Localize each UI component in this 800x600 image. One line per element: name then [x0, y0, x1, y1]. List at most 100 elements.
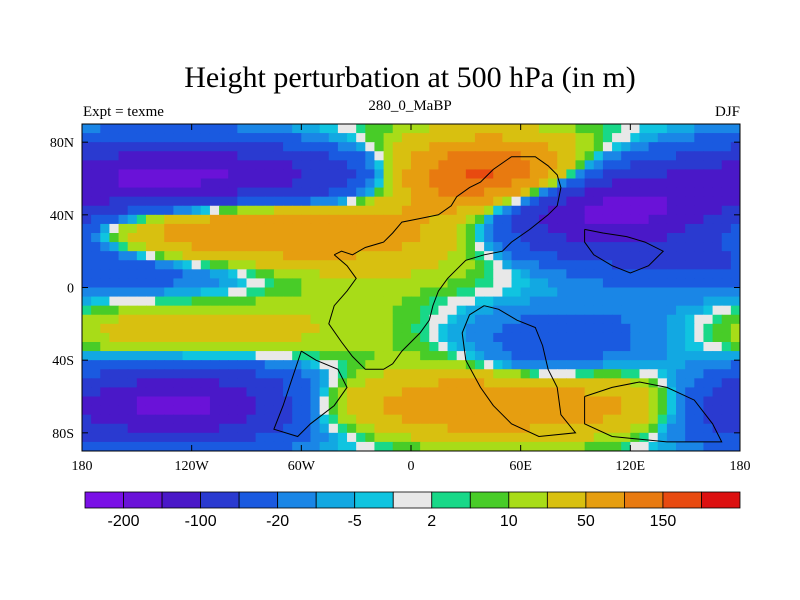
- field-cell: [685, 124, 695, 134]
- field-cell: [429, 432, 440, 443]
- field-cell: [100, 142, 111, 152]
- field-cell: [255, 414, 266, 425]
- field-cell: [648, 323, 659, 334]
- field-cell: [666, 242, 677, 252]
- field-cell: [319, 342, 330, 352]
- field-cell: [676, 124, 686, 134]
- field-cell: [383, 342, 394, 352]
- field-cell: [502, 223, 513, 234]
- field-cell: [136, 260, 147, 270]
- field-cell: [584, 214, 595, 225]
- field-cell: [365, 296, 376, 307]
- field-cell: [374, 423, 385, 434]
- field-cell: [538, 351, 549, 361]
- field-cell: [447, 432, 458, 443]
- field-cell: [712, 432, 723, 443]
- field-cell: [109, 260, 120, 270]
- field-cell: [100, 178, 111, 189]
- field-cell: [264, 169, 275, 180]
- field-cell: [118, 178, 129, 189]
- field-cell: [493, 396, 503, 407]
- field-cell: [200, 269, 211, 280]
- field-cell: [420, 287, 430, 298]
- field-cell: [328, 142, 339, 152]
- field-cell: [612, 124, 622, 134]
- field-cell: [401, 396, 412, 407]
- field-cell: [173, 260, 184, 270]
- field-cell: [337, 369, 348, 379]
- field-cell: [255, 187, 266, 198]
- field-cell: [383, 242, 394, 252]
- field-cell: [712, 396, 723, 407]
- field-cell: [237, 323, 248, 334]
- field-cell: [730, 414, 740, 425]
- field-cell: [612, 387, 622, 398]
- field-cell: [328, 305, 339, 316]
- field-cell: [474, 169, 485, 180]
- field-cell: [484, 432, 494, 443]
- field-cell: [173, 423, 184, 434]
- field-cell: [474, 196, 485, 207]
- field-cell: [666, 369, 677, 379]
- field-cell: [730, 296, 740, 307]
- field-cell: [401, 269, 412, 280]
- field-cell: [347, 169, 357, 180]
- field-cell: [145, 332, 156, 343]
- field-cell: [602, 387, 613, 398]
- field-cell: [538, 242, 549, 252]
- field-cell: [401, 223, 412, 234]
- field-cell: [173, 242, 184, 252]
- field-cell: [127, 251, 138, 261]
- field-cell: [721, 187, 732, 198]
- field-cell: [246, 342, 257, 352]
- field-cell: [374, 287, 385, 298]
- field-cell: [136, 369, 147, 379]
- field-cell: [173, 233, 184, 243]
- field-cell: [374, 142, 385, 152]
- field-cell: [630, 396, 641, 407]
- field-cell: [246, 441, 257, 451]
- field-cell: [420, 378, 430, 389]
- field-cell: [356, 223, 366, 234]
- field-cell: [292, 169, 302, 180]
- field-cell: [420, 387, 430, 398]
- field-cell: [420, 342, 430, 352]
- field-cell: [548, 369, 558, 379]
- field-cell: [209, 432, 220, 443]
- field-cell: [155, 396, 165, 407]
- field-cell: [493, 196, 503, 207]
- field-cell: [730, 305, 740, 316]
- field-cell: [173, 405, 184, 416]
- field-cell: [292, 414, 302, 425]
- field-cell: [712, 214, 723, 225]
- field-cell: [283, 378, 293, 389]
- field-cell: [438, 223, 449, 234]
- field-cell: [538, 314, 549, 325]
- field-cell: [356, 242, 366, 252]
- field-cell: [420, 441, 430, 451]
- field-cell: [666, 441, 677, 451]
- field-cell: [621, 423, 631, 434]
- field-cell: [292, 441, 302, 451]
- field-cell: [383, 314, 394, 325]
- field-cell: [676, 432, 686, 443]
- x-tick-label: 60W: [288, 459, 316, 474]
- field-cell: [685, 278, 695, 289]
- field-cell: [383, 414, 394, 425]
- field-cell: [182, 378, 193, 389]
- field-cell: [82, 187, 92, 198]
- field-cell: [246, 269, 257, 280]
- field-cell: [648, 142, 659, 152]
- field-cell: [283, 332, 293, 343]
- field-cell: [502, 323, 513, 334]
- field-cell: [575, 242, 586, 252]
- field-cell: [255, 233, 266, 243]
- field-cell: [219, 360, 229, 370]
- field-cell: [319, 260, 330, 270]
- field-cell: [237, 269, 248, 280]
- field-cell: [447, 342, 458, 352]
- field-cell: [155, 287, 165, 298]
- field-cell: [502, 205, 513, 216]
- field-cell: [209, 423, 220, 434]
- field-cell: [374, 151, 385, 161]
